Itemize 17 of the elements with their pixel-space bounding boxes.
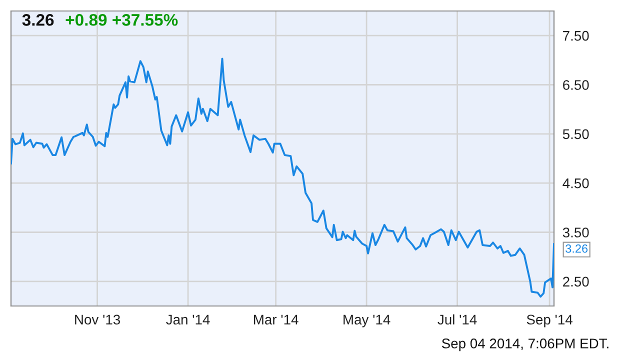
annotation: 3.26	[566, 244, 588, 253]
y-tick-label: 2.50	[563, 276, 589, 287]
text: Sep 04 2014, 7:06PM EDT.	[442, 338, 608, 352]
y-tick-label: 6.50	[563, 80, 589, 90]
y-tick-label: 7.50	[563, 30, 589, 41]
y-tick-label: 3.50	[562, 228, 589, 238]
chart-title: 3.26	[22, 14, 54, 26]
x-tick-label: Nov '13	[75, 314, 120, 325]
x-tick-label: Jan '14	[166, 314, 210, 325]
chart-subtitle: +0.89 +37.55%	[66, 14, 178, 26]
x-tick-label: Mar '14	[254, 314, 298, 325]
line-series	[11, 58, 554, 298]
y-tick-label: 5.50	[562, 129, 589, 140]
y-tick-label: 4.50	[562, 178, 589, 188]
x-tick-label: Jul '14	[438, 314, 477, 325]
x-tick-label: Sep '14	[526, 314, 572, 328]
x-tick-label: May '14	[344, 314, 390, 328]
